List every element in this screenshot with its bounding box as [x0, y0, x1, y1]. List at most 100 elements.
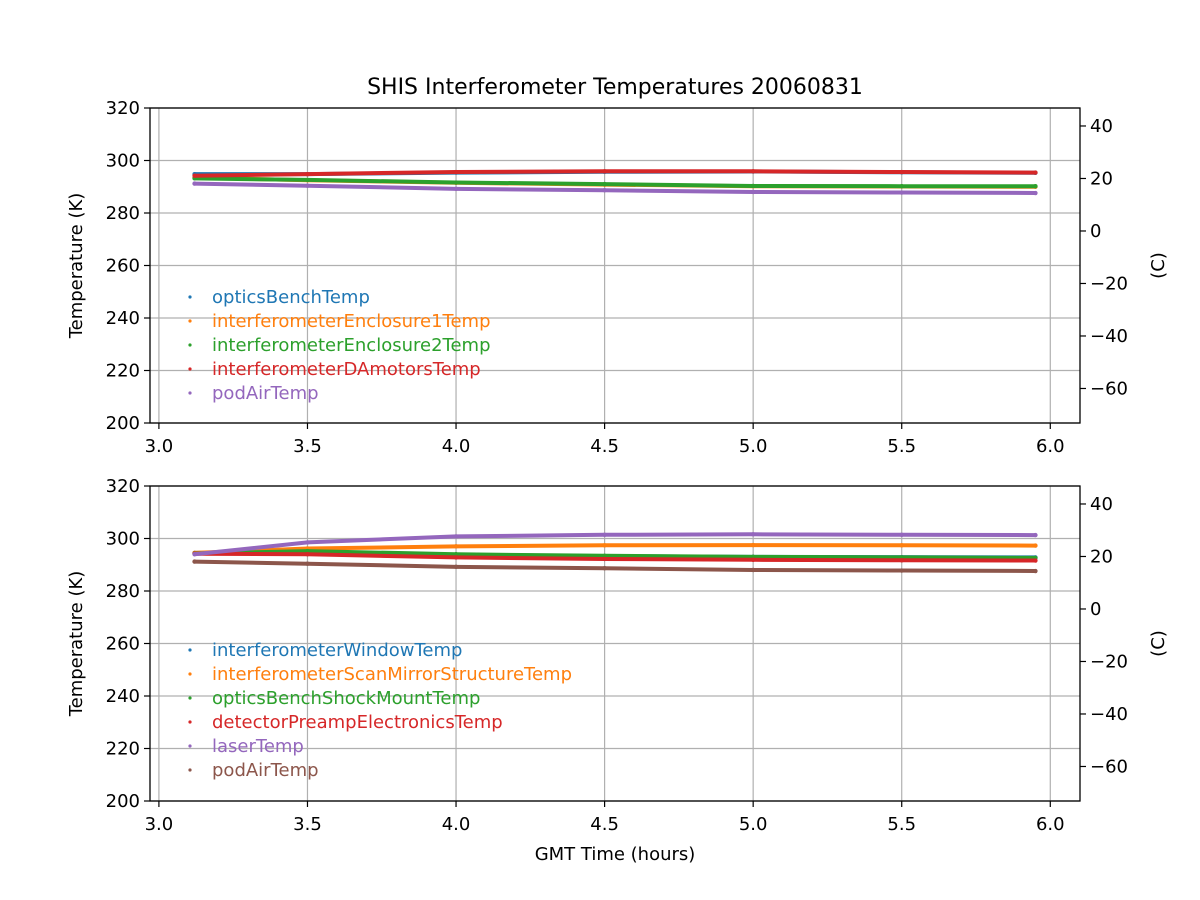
x-tick-label: 3.0: [145, 814, 174, 835]
y-tick-label: 200: [106, 413, 140, 434]
x-tick-label: 6.0: [1036, 436, 1065, 457]
x-tick-label: 4.5: [590, 436, 619, 457]
data-point: [602, 556, 607, 562]
right-y-tick-label: −20: [1090, 651, 1128, 672]
y-tick-label: 240: [106, 686, 140, 707]
data-point: [750, 183, 756, 189]
legend-marker: [188, 391, 192, 395]
legend-marker: [188, 319, 192, 323]
x-tick-label: 3.0: [145, 436, 174, 457]
right-y-tick-label: −40: [1090, 704, 1128, 725]
bottom-panel: 3.0 3.5 4.0 4.5 5.0 5.5 6.02002202402602803003…: [66, 476, 1169, 865]
legend-marker: [188, 367, 192, 371]
legend-label: podAirTemp: [212, 760, 319, 781]
data-point: [305, 171, 310, 177]
y-tick-label: 220: [106, 361, 140, 382]
data-point: [192, 181, 197, 186]
data-point: [602, 543, 607, 548]
data-point: [305, 177, 310, 183]
legend-label: opticsBenchTemp: [212, 287, 370, 308]
data-point: [453, 180, 459, 185]
y-axis-label: Temperature (K): [66, 193, 87, 340]
right-y-tick-label: 20: [1090, 168, 1113, 189]
x-tick-label: 4.5: [590, 814, 619, 835]
data-point: [1033, 532, 1038, 538]
data-point: [305, 548, 310, 554]
data-point: [192, 559, 197, 564]
y-tick-label: 260: [106, 634, 140, 655]
data-point: [750, 542, 756, 548]
data-point: [453, 169, 459, 175]
data-point: [602, 187, 607, 193]
right-y-tick-label: 40: [1090, 494, 1113, 515]
data-point: [899, 532, 904, 538]
right-y-tick-label: 0: [1090, 221, 1101, 242]
x-tick-label: 3.5: [293, 814, 322, 835]
data-point: [899, 543, 904, 548]
data-point: [750, 169, 756, 174]
y-tick-label: 300: [106, 151, 140, 172]
right-y-tick-label: −40: [1090, 326, 1128, 347]
x-tick-label: 5.0: [739, 814, 768, 835]
legend-label: interferometerEnclosure1Temp: [212, 311, 491, 332]
top-panel: 3.0 3.5 4.0 4.5 5.0 5.5 6.02002202402602803003…: [66, 98, 1169, 457]
legend-marker: [188, 744, 192, 748]
y-tick-label: 260: [106, 256, 140, 277]
data-point: [602, 169, 607, 174]
x-tick-label: 5.5: [887, 436, 916, 457]
x-tick-label: 3.5: [293, 436, 322, 457]
legend-marker: [188, 648, 192, 652]
y-tick-label: 320: [106, 476, 140, 497]
data-point: [453, 564, 459, 570]
x-tick-label: 6.0: [1036, 814, 1065, 835]
data-point: [602, 553, 607, 559]
legend: interferometerWindowTemp interferometerSc…: [188, 640, 572, 781]
data-point: [453, 186, 459, 192]
legend-marker: [188, 672, 192, 676]
legend-label: opticsBenchShockMountTemp: [212, 688, 480, 709]
y-tick-label: 220: [106, 739, 140, 760]
y-tick-label: 240: [106, 308, 140, 329]
y-tick-label: 200: [106, 791, 140, 812]
data-point: [602, 532, 607, 538]
x-tick-label: 5.5: [887, 814, 916, 835]
data-point: [1033, 558, 1038, 563]
right-y-axis-label: (C): [1148, 252, 1169, 279]
right-y-tick-label: −20: [1090, 273, 1128, 294]
data-point: [1033, 184, 1038, 189]
legend-label: interferometerScanMirrorStructureTemp: [212, 664, 572, 685]
legend-label: laserTemp: [212, 736, 304, 757]
data-point: [453, 544, 459, 549]
data-point: [1033, 568, 1038, 574]
data-point: [453, 552, 459, 557]
right-y-tick-label: −60: [1090, 378, 1128, 399]
right-y-tick-label: 40: [1090, 116, 1113, 137]
x-tick-label: 5.0: [739, 436, 768, 457]
data-point: [602, 565, 607, 571]
y-tick-label: 320: [106, 98, 140, 119]
legend-marker: [188, 343, 192, 347]
data-point: [750, 567, 756, 573]
data-point: [453, 555, 459, 560]
data-point: [1033, 543, 1038, 548]
y-tick-label: 280: [106, 581, 140, 602]
right-y-tick-label: 0: [1090, 599, 1101, 620]
data-point: [899, 568, 904, 573]
data-point: [899, 184, 904, 189]
data-point: [602, 181, 607, 187]
data-point: [192, 173, 197, 178]
legend-marker: [188, 295, 192, 299]
legend-marker: [188, 696, 192, 700]
right-y-tick-label: −60: [1090, 756, 1128, 777]
data-point: [1033, 170, 1038, 175]
data-series-group: [192, 532, 1038, 574]
data-series-group: [192, 169, 1038, 196]
x-tick-label: 4.0: [442, 814, 471, 835]
y-axis-label: Temperature (K): [66, 571, 87, 718]
data-point: [305, 561, 310, 566]
legend-marker: [188, 720, 192, 724]
data-point: [750, 532, 756, 537]
data-point: [305, 552, 310, 557]
